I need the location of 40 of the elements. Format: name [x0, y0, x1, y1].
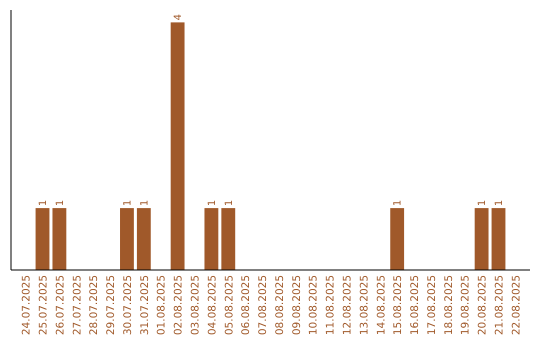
x-tick-label: 30.07.2025 [122, 275, 134, 336]
data-label: 1 [38, 200, 49, 206]
x-tick-label: 15.08.2025 [392, 275, 404, 336]
data-label: 1 [206, 200, 218, 206]
data-label: 1 [122, 200, 134, 206]
x-tick-label: 25.07.2025 [38, 275, 50, 336]
x-tick-label: 27.07.2025 [71, 275, 84, 336]
data-label: 1 [392, 200, 404, 206]
x-tick-label: 16.08.2025 [409, 275, 422, 336]
x-tick-label: 20.08.2025 [476, 275, 489, 336]
x-tick-label: 08.08.2025 [274, 275, 286, 336]
x-tick-label: 05.08.2025 [223, 275, 236, 336]
x-tick-label: 24.07.2025 [20, 275, 33, 336]
x-tick-label: 10.08.2025 [308, 275, 320, 336]
x-tick-label: 29.07.2025 [105, 275, 118, 336]
x-tick-label: 02.08.2025 [172, 275, 185, 336]
x-tick-label: 12.08.2025 [342, 275, 354, 336]
data-label: 1 [224, 200, 235, 206]
x-tick-label: 31.07.2025 [138, 275, 151, 336]
x-tick-label: 26.07.2025 [54, 275, 66, 336]
x-tick-label: 11.08.2025 [324, 275, 337, 336]
data-label: 1 [494, 200, 505, 206]
x-tick-label: 07.08.2025 [257, 275, 270, 336]
data-label: 1 [54, 200, 66, 206]
x-tick-label: 03.08.2025 [190, 275, 202, 336]
data-label: 1 [139, 200, 150, 206]
x-tick-label: 18.08.2025 [442, 275, 455, 336]
x-tick-label: 19.08.2025 [460, 275, 472, 336]
x-tick-label: 04.08.2025 [206, 275, 218, 336]
data-label: 4 [173, 14, 184, 20]
x-tick-label: 06.08.2025 [240, 275, 252, 336]
x-tick-label: 28.07.2025 [88, 275, 100, 336]
x-tick-label: 21.08.2025 [494, 275, 506, 336]
x-tick-label: 13.08.2025 [358, 275, 370, 336]
x-tick-label: 14.08.2025 [375, 275, 388, 336]
x-tick-label: 09.08.2025 [290, 275, 303, 336]
x-tick-label: 22.08.2025 [510, 275, 522, 336]
data-label: 1 [477, 200, 488, 206]
x-tick-label: 17.08.2025 [426, 275, 438, 336]
x-tick-label: 01.08.2025 [156, 275, 168, 336]
